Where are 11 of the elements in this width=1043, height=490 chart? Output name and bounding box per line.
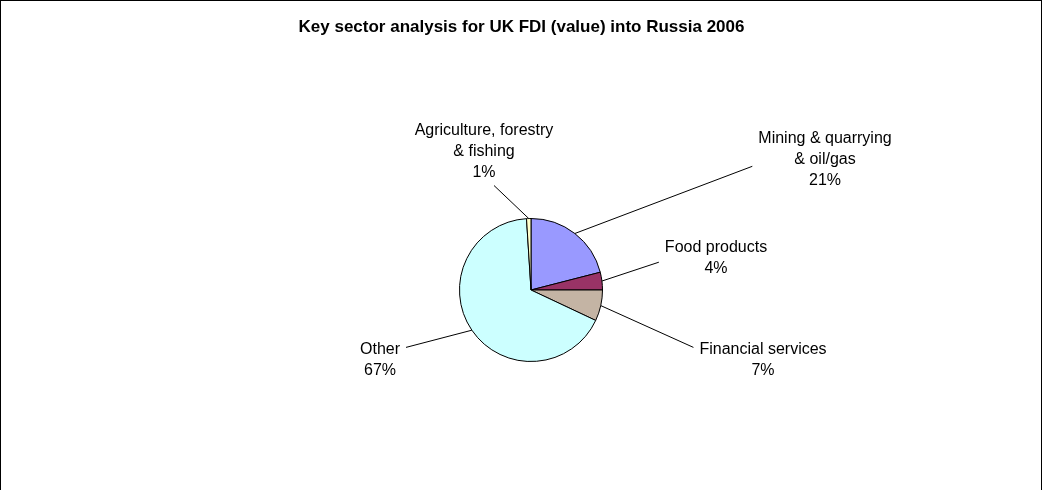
data-label: 1% (472, 163, 496, 181)
slice-label: Other (359, 339, 401, 357)
slice-label: Agriculture, forestry & fishing (414, 121, 554, 160)
chart-title: Key sector analysis for UK FDI (value) into Russia 2006 (298, 16, 745, 36)
data-label: 21% (808, 171, 842, 189)
slice-label: Mining & quarrying & oil/gas (758, 129, 892, 168)
data-label: 4% (704, 258, 728, 276)
data-label: 67% (363, 360, 397, 378)
slice-label: Food products (664, 237, 768, 255)
data-label: 7% (751, 360, 775, 378)
slice-label: Financial services (699, 339, 827, 357)
